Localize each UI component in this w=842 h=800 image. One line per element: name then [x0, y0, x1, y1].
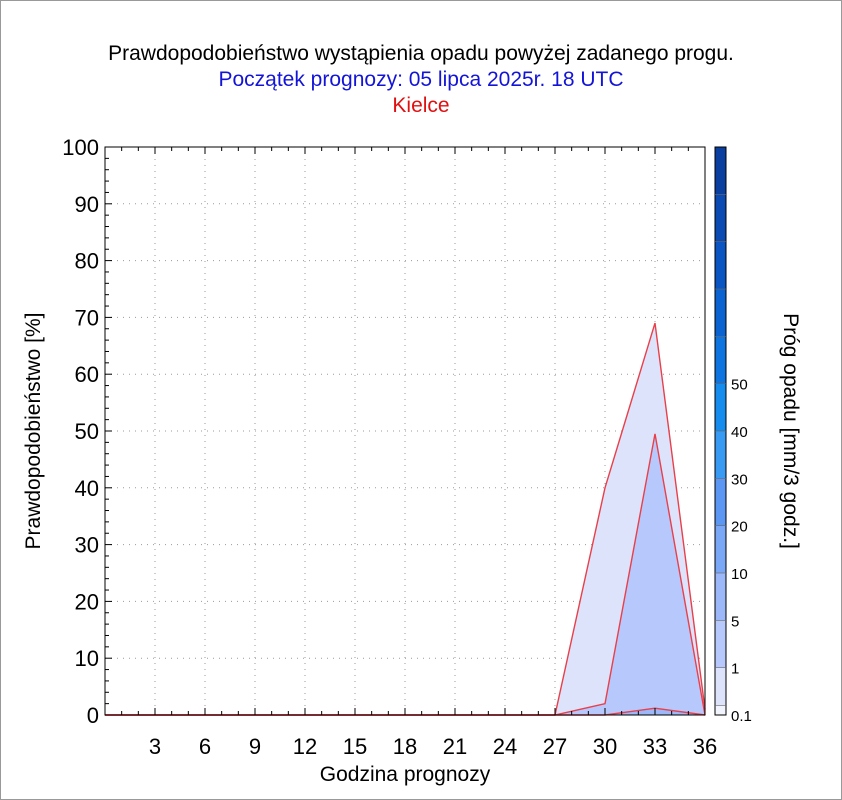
y-tick-label: 100 [62, 135, 99, 160]
colorbar-band [715, 289, 726, 337]
y-tick-label: 20 [75, 589, 99, 614]
colorbar-tick-label: 20 [731, 519, 748, 536]
x-tick-label: 3 [149, 734, 161, 759]
x-tick-label: 9 [249, 734, 261, 759]
colorbar-band [715, 194, 726, 242]
x-tick-label: 15 [343, 734, 367, 759]
x-tick-label: 12 [293, 734, 317, 759]
colorbar-tick-labels: 0.1 1 5 10 20 30 40 50 [731, 377, 752, 725]
colorbar [714, 146, 727, 716]
colorbar-band [715, 705, 726, 715]
colorbar-tick-label: 10 [731, 566, 748, 583]
colorbar-band [715, 241, 726, 289]
x-tick-label: 27 [543, 734, 567, 759]
colorbar-tick-label: 40 [731, 424, 748, 441]
y-tick-label: 40 [75, 476, 99, 501]
y-tick-label: 50 [75, 419, 99, 444]
colorbar-band [715, 620, 726, 668]
colorbar-band [715, 383, 726, 431]
y-tick-labels: 0 10 20 30 40 50 60 70 80 90 100 [62, 135, 99, 728]
x-axis-label: Godzina prognozy [320, 763, 491, 786]
axis-ticks [105, 147, 689, 715]
colorbar-band [715, 336, 726, 384]
x-tick-labels: 3 6 9 12 15 18 21 24 27 30 33 36 [149, 734, 717, 759]
y-tick-label: 80 [75, 249, 99, 274]
colorbar-tick-label: 1 [731, 661, 739, 678]
y-tick-label: 10 [75, 646, 99, 671]
x-tick-label: 21 [443, 734, 467, 759]
y-tick-label: 0 [87, 703, 99, 728]
colorbar-band [715, 573, 726, 621]
colorbar-label: Próg opadu [mm/3 godz.] [779, 313, 802, 549]
x-tick-label: 24 [493, 734, 517, 759]
x-tick-label: 33 [643, 734, 667, 759]
colorbar-tick-label: 5 [731, 613, 739, 630]
probability-areas [105, 323, 705, 715]
y-axis-label: Prawdopodobieństwo [%] [22, 313, 45, 550]
station-name: Kielce [392, 94, 450, 117]
y-tick-label: 30 [75, 533, 99, 558]
colorbar-band [715, 525, 726, 573]
x-tick-label: 6 [199, 734, 211, 759]
colorbar-band [715, 431, 726, 479]
area-threshold-5 [105, 708, 705, 715]
area-threshold-1 [105, 433, 705, 715]
y-tick-label: 60 [75, 362, 99, 387]
x-tick-label: 18 [393, 734, 417, 759]
colorbar-tick-label: 50 [731, 377, 748, 394]
x-tick-label: 36 [693, 734, 717, 759]
colorbar-band [715, 667, 726, 706]
colorbar-tick-label: 0.1 [731, 708, 752, 725]
forecast-start: Początek prognozy: 05 lipca 2025r. 18 UT… [218, 68, 624, 91]
y-tick-label: 90 [75, 192, 99, 217]
colorbar-band [715, 478, 726, 526]
colorbar-tick-label: 30 [731, 471, 748, 488]
y-tick-label: 70 [75, 305, 99, 330]
colorbar-band [715, 147, 726, 195]
chart-title: Prawdopodobieństwo wystąpienia opadu pow… [108, 42, 734, 65]
x-tick-label: 30 [593, 734, 617, 759]
grid [105, 147, 705, 715]
